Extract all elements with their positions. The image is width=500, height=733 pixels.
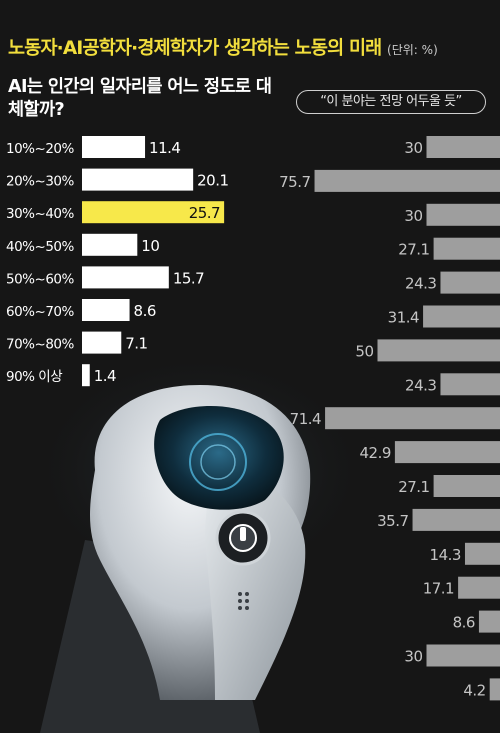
left-value-label: 1.4	[94, 367, 116, 385]
left-bar	[82, 299, 130, 321]
category-label: 90% 이상	[6, 369, 62, 385]
right-value-label: 35.7	[377, 512, 408, 530]
left-value-label: 7.1	[125, 335, 147, 353]
right-bar	[325, 407, 500, 430]
right-bar	[314, 169, 500, 192]
chart-title-text: 노동자·AI공학자·경제학자가 생각하는 노동의 미래	[8, 38, 382, 59]
visor-inner-ring	[200, 444, 236, 480]
right-value-label: 71.4	[290, 410, 321, 428]
right-value-label: 17.1	[423, 580, 454, 598]
category-label: 40%~50%	[6, 239, 74, 255]
left-bar	[82, 233, 138, 256]
unit-label: (단위: %)	[387, 43, 438, 57]
right-bar	[478, 610, 500, 633]
right-value-label: 50	[355, 342, 373, 360]
left-bar	[82, 266, 169, 289]
right-value-label: 75.7	[279, 173, 310, 191]
right-value-label: 24.3	[405, 275, 436, 293]
right-bar	[458, 576, 500, 599]
right-question: “이 분야는 전망 어두울 듯”	[296, 90, 486, 114]
right-bar	[426, 644, 500, 667]
right-value-label: 4.2	[463, 681, 485, 699]
right-bar	[464, 542, 500, 565]
left-bar	[82, 168, 194, 191]
right-bar	[433, 475, 500, 497]
right-bar	[426, 203, 500, 226]
left-value-label: 10	[141, 237, 159, 255]
right-value-label: 30	[404, 648, 422, 666]
left-value-label: 11.4	[149, 139, 180, 157]
right-bar	[440, 271, 500, 294]
right-bar	[489, 678, 500, 701]
category-label: 60%~70%	[6, 304, 74, 320]
left-question: AI는 인간의 일자리를 어느 정도로 대체할까?	[8, 77, 272, 120]
category-label: 10%~20%	[6, 141, 74, 157]
left-bar-highlight	[82, 201, 225, 224]
left-bar	[82, 364, 90, 387]
grill-holes	[238, 592, 249, 610]
right-value-label: 31.4	[388, 309, 419, 327]
right-value-label: 27.1	[398, 241, 429, 259]
right-value-label: 27.1	[398, 478, 429, 496]
left-bar	[82, 331, 122, 354]
robot-visor	[154, 406, 284, 510]
right-bar	[423, 305, 500, 328]
chart-title: 노동자·AI공학자·경제학자가 생각하는 노동의 미래 (단위: %)	[8, 34, 498, 60]
left-value-label: 20.1	[197, 172, 228, 190]
right-bar	[377, 339, 500, 362]
right-bar	[394, 441, 500, 464]
category-label: 30%~40%	[6, 206, 74, 222]
right-value-label: 14.3	[430, 546, 461, 564]
left-bar	[82, 136, 146, 158]
left-chart: 10%~20% 11.4 20%~30% 20.1 30%~40% 25.7 40%~50%…	[6, 136, 229, 387]
category-label: 20%~30%	[6, 174, 74, 190]
right-value-label: 8.6	[453, 614, 475, 632]
right-value-label: 42.9	[359, 444, 390, 462]
right-bar	[412, 508, 500, 531]
right-value-label: 24.3	[405, 376, 436, 394]
right-value-label: 30	[404, 139, 422, 157]
category-label: 50%~60%	[6, 271, 74, 287]
right-value-label: 30	[404, 207, 422, 225]
right-bar	[426, 136, 500, 158]
category-label: 70%~80%	[6, 337, 74, 353]
ear-knob-mark	[240, 527, 246, 541]
left-value-label: 15.7	[173, 269, 204, 287]
left-value-label: 25.7	[189, 204, 220, 222]
right-bar	[440, 373, 500, 396]
right-bar	[433, 237, 500, 260]
visor-ring	[189, 433, 247, 491]
left-value-label: 8.6	[134, 302, 156, 320]
